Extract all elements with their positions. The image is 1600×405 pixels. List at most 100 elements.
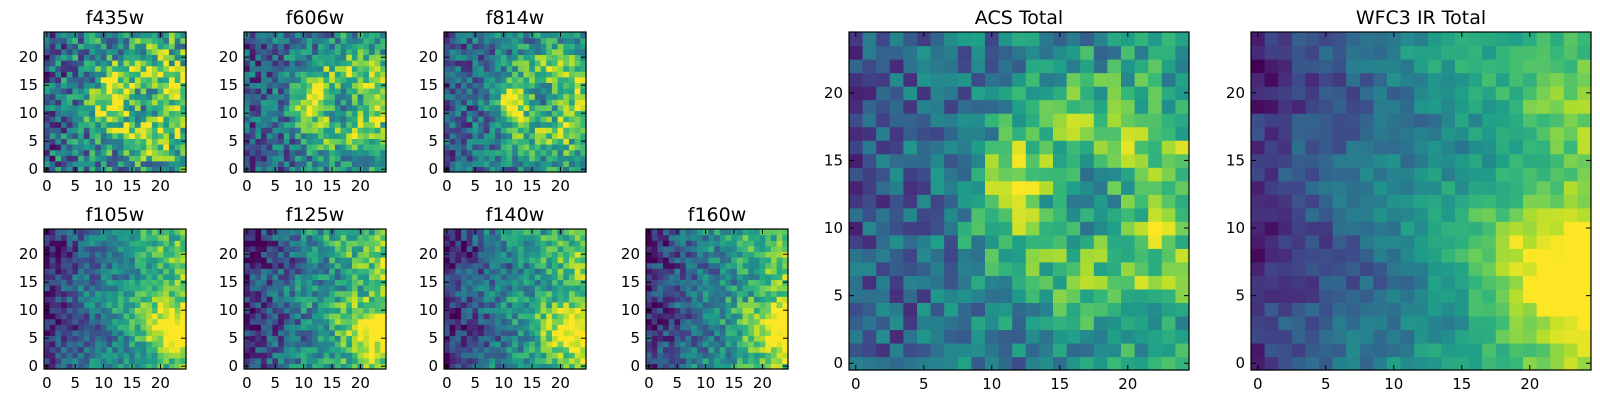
heatmap-cell — [917, 181, 931, 195]
heatmap-cell — [152, 257, 158, 263]
heatmap-cell — [84, 335, 90, 341]
heatmap-cell — [267, 32, 273, 38]
heatmap-cell — [563, 274, 569, 280]
heatmap-cell — [89, 229, 95, 235]
heatmap-cell — [546, 324, 552, 330]
heatmap-cell — [501, 319, 507, 325]
heatmap-cell — [375, 60, 381, 66]
heatmap-cell — [44, 330, 50, 336]
heatmap-cell — [335, 38, 341, 44]
heatmap-cell — [444, 49, 450, 55]
heatmap-cell — [575, 54, 581, 60]
heatmap-cell — [152, 150, 158, 156]
heatmap-cell — [444, 133, 450, 139]
heatmap-cell — [358, 127, 364, 133]
heatmap-cell — [524, 82, 530, 88]
heatmap-cell — [55, 127, 61, 133]
y-tick-label: 15 — [419, 76, 438, 94]
heatmap-cell — [89, 335, 95, 341]
heatmap-cell — [535, 38, 541, 44]
heatmap-cell — [61, 94, 67, 100]
heatmap-cell — [1121, 235, 1135, 249]
heatmap-cell — [1162, 329, 1176, 343]
heatmap-cell — [118, 291, 124, 297]
heatmap-cell — [295, 127, 301, 133]
heatmap-cell — [289, 302, 295, 308]
heatmap-cell — [506, 116, 512, 122]
heatmap-cell — [129, 330, 135, 336]
heatmap-cell — [669, 246, 675, 252]
heatmap-cell — [903, 316, 917, 330]
x-tick-label: 15 — [122, 177, 141, 195]
heatmap-cell — [748, 257, 754, 263]
heatmap-cell — [175, 229, 181, 235]
heatmap-cell — [467, 82, 473, 88]
heatmap-cell — [512, 235, 518, 241]
heatmap-cell — [55, 133, 61, 139]
heatmap-cell — [363, 71, 369, 77]
heatmap-cell — [917, 208, 931, 222]
heatmap-cell — [67, 77, 73, 83]
heatmap-cell — [101, 347, 107, 353]
heatmap-cell — [135, 99, 141, 105]
heatmap-cell — [524, 127, 530, 133]
heatmap-cell — [250, 352, 256, 358]
heatmap-cell — [175, 127, 181, 133]
heatmap-cell — [267, 71, 273, 77]
heatmap-cell — [1135, 356, 1149, 370]
heatmap-cell — [306, 116, 312, 122]
heatmap-cell — [563, 341, 569, 347]
heatmap-cell — [84, 279, 90, 285]
heatmap-cell — [341, 341, 347, 347]
heatmap-cell — [175, 335, 181, 341]
heatmap-cell — [255, 161, 261, 167]
heatmap-cell — [484, 251, 490, 257]
heatmap-cell — [1026, 248, 1040, 262]
heatmap-cell — [272, 240, 278, 246]
heatmap-cell — [352, 71, 358, 77]
heatmap-cell — [312, 32, 318, 38]
heatmap-cell — [444, 268, 450, 274]
heatmap-cell — [478, 150, 484, 156]
heatmap-cell — [329, 285, 335, 291]
heatmap-cell — [903, 343, 917, 357]
heatmap-cell — [358, 240, 364, 246]
heatmap-cell — [135, 240, 141, 246]
heatmap-cell — [737, 246, 743, 252]
heatmap-cell — [535, 352, 541, 358]
heatmap-cell — [541, 116, 547, 122]
heatmap-cell — [971, 356, 985, 370]
heatmap-cell — [450, 155, 456, 161]
heatmap-cell — [876, 181, 890, 195]
heatmap-cell — [272, 347, 278, 353]
heatmap-cell — [341, 77, 347, 83]
heatmap-cell — [152, 77, 158, 83]
panel-title: f105w — [86, 204, 145, 226]
heatmap-cell — [691, 330, 697, 336]
heatmap-cell — [663, 330, 669, 336]
heatmap-cell — [106, 285, 112, 291]
heatmap-cell — [512, 116, 518, 122]
heatmap-cell — [691, 279, 697, 285]
heatmap-cell — [255, 285, 261, 291]
heatmap-cell — [535, 133, 541, 139]
heatmap-cell — [467, 161, 473, 167]
heatmap-cell — [301, 127, 307, 133]
heatmap-cell — [518, 66, 524, 72]
heatmap-cell — [731, 313, 737, 319]
heatmap-cell — [363, 49, 369, 55]
heatmap-cell — [455, 291, 461, 297]
heatmap-cell — [501, 138, 507, 144]
heatmap-cell — [175, 352, 181, 358]
heatmap-cell — [112, 246, 118, 252]
heatmap-cell — [346, 38, 352, 44]
heatmap-cell — [250, 71, 256, 77]
heatmap-cell — [863, 356, 877, 370]
heatmap-cell — [518, 302, 524, 308]
heatmap-cell — [1162, 248, 1176, 262]
heatmap-cell — [535, 82, 541, 88]
heatmap-cell — [95, 38, 101, 44]
heatmap-cell — [146, 43, 152, 49]
heatmap-cell — [312, 268, 318, 274]
heatmap-cell — [289, 257, 295, 263]
